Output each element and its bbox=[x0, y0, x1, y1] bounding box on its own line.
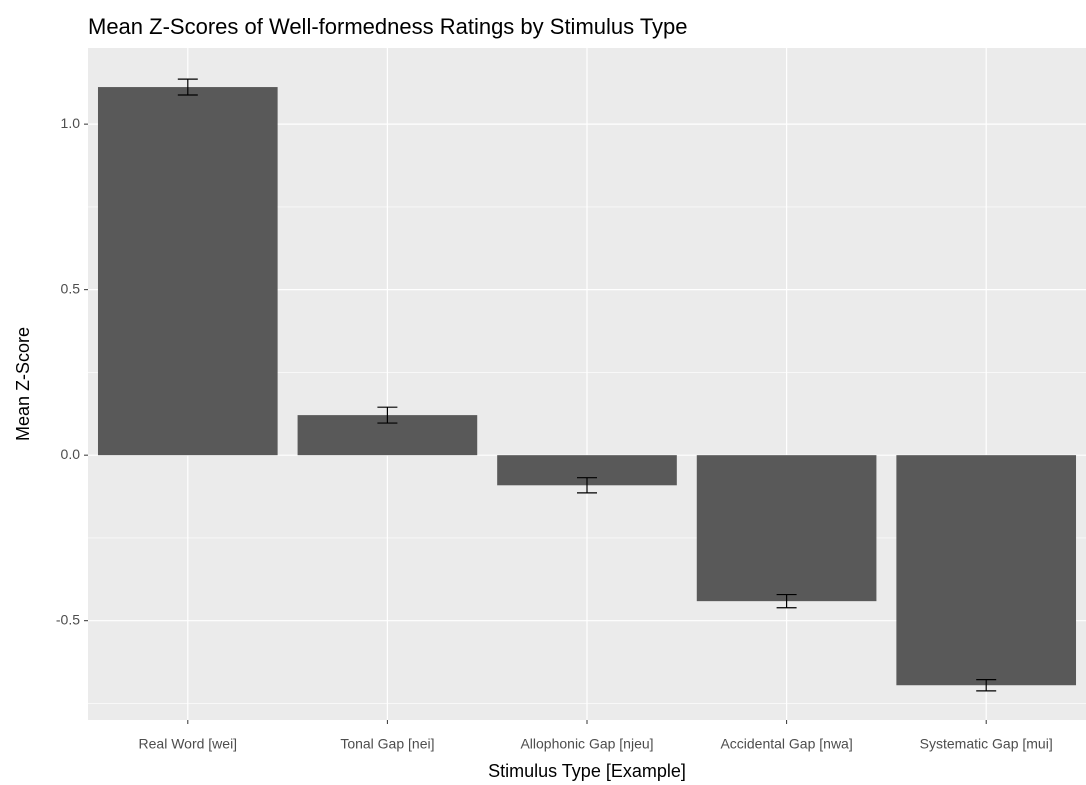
y-tick-label: -0.5 bbox=[56, 611, 80, 627]
x-axis-label: Stimulus Type [Example] bbox=[488, 761, 686, 781]
bar bbox=[896, 455, 1077, 686]
bar bbox=[696, 455, 877, 602]
y-tick-label: 0.5 bbox=[61, 280, 81, 296]
x-tick-label: Allophonic Gap [njeu] bbox=[520, 736, 653, 752]
bar bbox=[97, 87, 278, 456]
x-tick-label: Real Word [wei] bbox=[139, 736, 238, 752]
y-axis-label: Mean Z-Score bbox=[13, 327, 33, 441]
x-tick-label: Tonal Gap [nei] bbox=[340, 736, 434, 752]
y-tick-label: 0.0 bbox=[61, 446, 81, 462]
y-tick-label: 1.0 bbox=[61, 115, 81, 131]
x-tick-label: Systematic Gap [mui] bbox=[920, 736, 1053, 752]
chart-title: Mean Z-Scores of Well-formedness Ratings… bbox=[88, 14, 688, 39]
x-tick-label: Accidental Gap [nwa] bbox=[720, 736, 852, 752]
